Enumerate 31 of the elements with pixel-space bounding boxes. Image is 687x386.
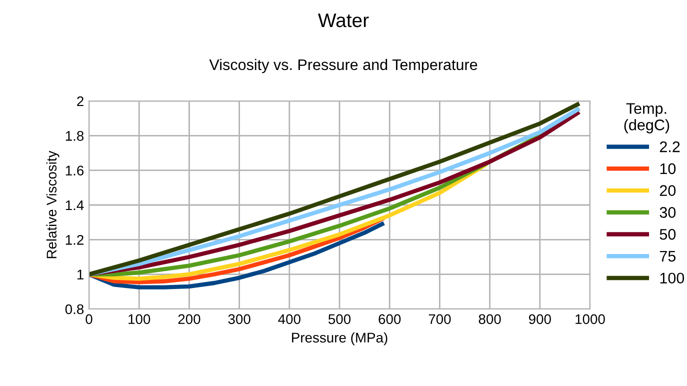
y-tick-label: 1 — [77, 270, 84, 280]
legend-label: 2.2 — [660, 141, 680, 152]
chart-subtitle: Viscosity vs. Pressure and Temperature — [209, 58, 478, 74]
y-tick-label: 1.8 — [66, 131, 84, 141]
x-axis-title: Pressure (MPa) — [292, 332, 388, 346]
x-tick-label: 800 — [478, 314, 501, 324]
legend-label: 30 — [660, 207, 676, 218]
x-tick-label: 600 — [378, 314, 401, 324]
x-tick-label: 1000 — [576, 314, 605, 324]
legend-label: 50 — [660, 228, 676, 240]
x-tick-label: 400 — [278, 314, 300, 324]
x-tick-label: 300 — [228, 314, 250, 324]
x-tick-label: 200 — [178, 314, 200, 324]
chart-title: Water — [318, 14, 369, 28]
legend-label: 20 — [660, 185, 676, 196]
x-tick-label: 100 — [128, 314, 150, 324]
x-tick-label: 0 — [86, 314, 92, 324]
x-tick-label: 500 — [328, 314, 351, 324]
legend-label: 10 — [660, 163, 676, 174]
y-tick-label: 1.2 — [66, 235, 84, 245]
legend-label: 75 — [660, 250, 676, 262]
y-tick-label: 2 — [77, 96, 84, 106]
line-series — [89, 163, 487, 281]
legend-title: Temp. (degC) — [624, 103, 670, 134]
y-tick-label: 1.4 — [66, 200, 84, 210]
y-axis-title: Relative Viscosity — [46, 150, 60, 258]
legend-label: 100 — [660, 272, 684, 284]
y-tick-label: 1.6 — [66, 166, 84, 176]
x-tick-label: 700 — [428, 314, 451, 324]
y-tick-label: 0.8 — [65, 304, 84, 314]
x-tick-label: 900 — [528, 314, 551, 324]
